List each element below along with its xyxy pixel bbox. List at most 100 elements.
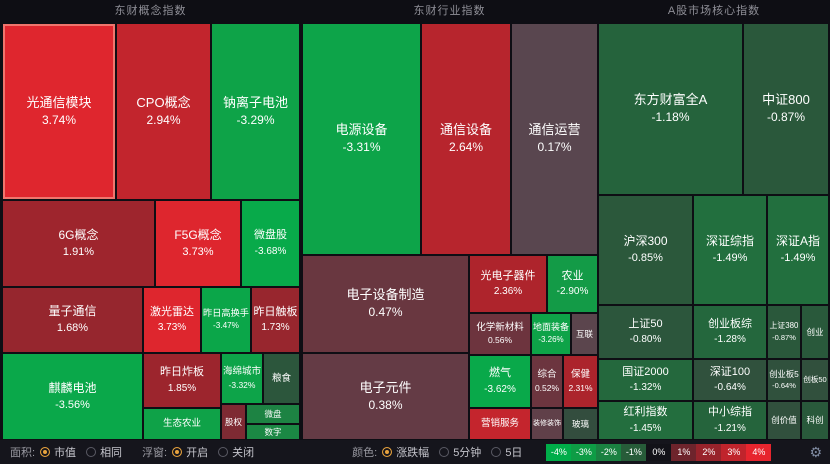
treemap-tile[interactable]: 创业 (802, 306, 828, 358)
treemap-tile[interactable]: 中小综指 -1.21% (694, 402, 766, 439)
treemap-tile[interactable]: 红利指数 -1.45% (599, 402, 692, 439)
tile-change: -0.80% (629, 334, 662, 346)
treemap-tile[interactable]: 昨日触板 1.73% (252, 288, 299, 352)
tile-label: CPO概念 (136, 94, 191, 110)
tile-label: 燃气 (489, 367, 511, 380)
tile-change: 2.64% (448, 140, 484, 155)
tile-change: -3.31% (342, 140, 381, 155)
treemap-tile[interactable]: 化学新材料 0.56% (470, 314, 530, 354)
tile-label: 量子通信 (48, 304, 97, 319)
treemap-tile[interactable]: 东方财富全A -1.18% (599, 24, 742, 194)
radio-option-color[interactable]: 5日 (491, 444, 522, 460)
radio-option-color[interactable]: 5分钟 (439, 444, 481, 460)
treemap-tile[interactable]: 国证2000 -1.32% (599, 360, 692, 400)
treemap-tile[interactable]: 创业板5 -0.64% (768, 360, 800, 400)
treemap-tile[interactable]: 地面装备 -3.26% (532, 314, 570, 354)
tile-label: 海绵城市 (222, 366, 261, 378)
radio-dot-icon (439, 447, 450, 457)
treemap-tile[interactable]: 上证50 -0.80% (599, 306, 692, 358)
treemap-tile[interactable]: 上证380 -0.87% (768, 306, 800, 358)
treemap-tile[interactable]: 微盘股 -3.68% (242, 201, 299, 286)
tile-change: -1.49% (712, 252, 748, 265)
treemap-tile[interactable]: 粮食 (264, 354, 299, 403)
treemap-tile[interactable]: 创板50 (802, 360, 828, 400)
tile-change: 1.68% (56, 322, 89, 335)
legend-step: -1% (621, 443, 647, 461)
treemap-tile[interactable]: 创价值 (768, 402, 800, 439)
tile-change: -1.32% (629, 382, 662, 394)
tile-label: 麒麟电池 (48, 380, 97, 395)
tile-label: 创业 (806, 326, 824, 337)
treemap-tile[interactable]: 钠离子电池 -3.29% (212, 24, 299, 199)
treemap-tile[interactable]: 昨日炸板 1.85% (144, 354, 220, 407)
treemap-tile[interactable]: 互联 (572, 314, 597, 354)
treemap-tile[interactable]: 数字 (247, 425, 299, 439)
treemap-tile[interactable]: 玻璃 (564, 409, 597, 439)
tile-change: -1.28% (714, 334, 746, 346)
treemap-tile[interactable]: 农业 -2.90% (548, 256, 597, 312)
tile-label: 昨日触板 (253, 305, 298, 318)
float-group-label: 浮窗: (142, 447, 168, 459)
treemap-tile[interactable]: 综合 0.52% (532, 356, 562, 407)
treemap-tile[interactable]: 光通信模块 3.74% (3, 24, 115, 199)
tile-change: -1.49% (780, 252, 816, 265)
treemap-tile[interactable]: 沪深300 -0.85% (599, 196, 692, 304)
radio-option-float[interactable]: 开启 (172, 444, 208, 460)
tile-change: -1.18% (651, 110, 690, 125)
legend-step: 3% (721, 443, 747, 461)
tile-change: 3.73% (182, 245, 214, 258)
treemap-tile[interactable]: 电源设备 -3.31% (303, 24, 420, 254)
treemap-tile[interactable]: 海绵城市 -3.32% (222, 354, 262, 403)
tile-change: -1.45% (629, 422, 662, 434)
tile-label: 粮食 (271, 372, 291, 384)
radio-option-area[interactable]: 市值 (40, 444, 76, 460)
tile-label: 生态农业 (162, 418, 201, 430)
treemap-tile[interactable]: 科创 (802, 402, 828, 439)
treemap-tile[interactable]: 深证A指 -1.49% (768, 196, 828, 304)
treemap-tile[interactable]: 电子元件 0.38% (303, 354, 468, 439)
radio-dot-icon (491, 447, 502, 457)
radio-option-color[interactable]: 涨跌幅 (382, 444, 429, 460)
area-radio-group: 市值 相同 (40, 444, 132, 460)
legend-step: 1% (671, 443, 697, 461)
tile-label: F5G概念 (174, 227, 222, 242)
treemap-tile[interactable]: 通信运营 0.17% (512, 24, 597, 254)
treemap-tile[interactable]: 深证100 -0.64% (694, 360, 766, 400)
treemap-tile[interactable]: 保健 2.31% (564, 356, 597, 407)
treemap-tile[interactable]: 中证800 -0.87% (744, 24, 828, 194)
tile-label: 综合 (537, 369, 557, 381)
treemap-tile[interactable]: 营销服务 (470, 409, 530, 439)
radio-option-area[interactable]: 相同 (86, 444, 122, 460)
treemap-tile[interactable]: 昨日高换手 -3.47% (202, 288, 250, 352)
settings-gear-icon[interactable]: ⚙ (809, 444, 822, 460)
tile-label: 红利指数 (623, 406, 668, 419)
treemap-tile[interactable]: F5G概念 3.73% (156, 201, 240, 286)
treemap-tile[interactable]: CPO概念 2.94% (117, 24, 210, 199)
treemap-tile[interactable]: 电子设备制造 0.47% (303, 256, 468, 352)
tile-label: 中小综指 (708, 406, 752, 419)
treemap-tile[interactable]: 光电子器件 2.36% (470, 256, 546, 312)
treemap-tile[interactable]: 激光雷达 3.73% (144, 288, 200, 352)
treemap-tile[interactable]: 创业板综 -1.28% (694, 306, 766, 358)
legend-step: 2% (696, 443, 722, 461)
tile-change: -3.56% (55, 398, 90, 411)
tile-label: 营销服务 (480, 418, 519, 430)
tile-change: -3.29% (236, 112, 275, 127)
treemap-tile[interactable]: 微盘 (247, 405, 299, 423)
treemap-tile[interactable]: 生态农业 (144, 409, 220, 439)
treemap-tile[interactable]: 燃气 -3.62% (470, 356, 530, 407)
radio-label: 关闭 (232, 447, 255, 459)
color-scale-legend: -4% -3% -2% -1% 0% 1% 2% 3% 4% (546, 443, 772, 461)
tile-label: 昨日高换手 (203, 307, 249, 318)
treemap-tile[interactable]: 量子通信 1.68% (3, 288, 142, 352)
treemap-tile[interactable]: 通信设备 2.64% (422, 24, 510, 254)
tile-label: 化学新材料 (476, 321, 524, 333)
radio-option-float[interactable]: 关闭 (218, 444, 254, 460)
treemap-tile[interactable]: 装修装饰 (532, 409, 562, 439)
treemap-tile[interactable]: 股权 (222, 405, 245, 439)
treemap-tile[interactable]: 麒麟电池 -3.56% (3, 354, 142, 439)
tile-change: -3.47% (213, 321, 239, 331)
radio-label: 市值 (54, 447, 77, 459)
treemap-tile[interactable]: 6G概念 1.91% (3, 201, 154, 286)
treemap-tile[interactable]: 深证综指 -1.49% (694, 196, 766, 304)
